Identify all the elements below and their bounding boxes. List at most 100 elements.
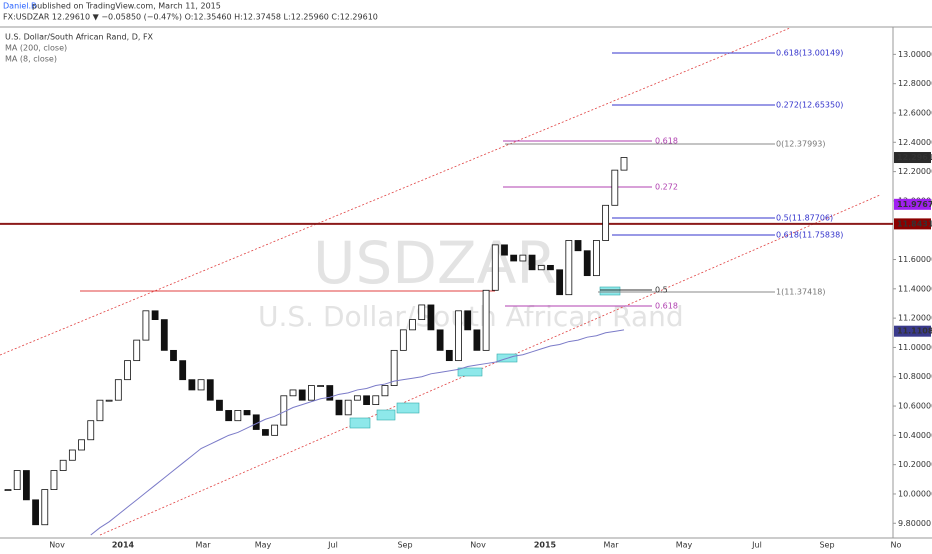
candle (381, 385, 389, 397)
candle (445, 349, 453, 362)
candle (326, 385, 334, 401)
candle (399, 329, 407, 351)
candle (32, 499, 39, 526)
x-tick-label: No (891, 541, 902, 550)
fib-label: 0.618(13.00149) (776, 49, 843, 58)
candle (234, 410, 242, 422)
candle (50, 470, 58, 490)
candle (620, 157, 628, 171)
y-tick-label: 10.40000 (898, 431, 932, 440)
price-label: 11.11089 (897, 327, 932, 336)
candle (418, 304, 426, 320)
fib-label: 0.272 (655, 183, 678, 192)
candle (262, 429, 269, 436)
channel (0, 27, 881, 536)
candle (13, 470, 21, 490)
y-tick-label: 10.80000 (898, 372, 932, 381)
y-tick-label: 10.60000 (898, 402, 932, 411)
fib-label: 1(11.37418) (776, 288, 826, 297)
quote: FX:USDZAR 12.29610 ▼ −0.05850 (−0.47%) O… (3, 13, 378, 22)
candle (188, 379, 196, 391)
x-tick-label: Mar (603, 541, 619, 550)
fib-label: 0.5 (655, 286, 668, 295)
y-tick-label: 11.00000 (898, 343, 932, 352)
y-tick-label: 10.20000 (898, 460, 932, 469)
candle (317, 385, 324, 387)
x-tick-label: Jul (751, 541, 762, 550)
candle (528, 254, 536, 271)
candle (170, 349, 177, 362)
candle (179, 360, 187, 381)
candle (363, 395, 370, 405)
candle (427, 304, 435, 331)
channel-lower (99, 194, 881, 536)
price-label-box (894, 325, 931, 337)
candle (216, 399, 223, 411)
x-tick-label: Sep (819, 541, 834, 550)
y-tick-label: 12.20000 (898, 167, 932, 176)
candle (197, 379, 205, 391)
x-tick-label: May (676, 541, 693, 550)
candle (574, 240, 582, 252)
x-tick-label: Mar (195, 541, 211, 550)
marker-box (396, 402, 420, 414)
price-label-box (894, 152, 931, 164)
candle (473, 329, 481, 351)
candle (22, 470, 30, 501)
x-tick-label: 2014 (112, 541, 135, 550)
candle (556, 269, 564, 296)
x-tick-label: May (255, 541, 272, 550)
candle (142, 310, 150, 341)
fib-levels: 0.618(13.00149) 0.272(12.65350) 0(12.379… (503, 49, 843, 311)
fib-label: 0.5(11.87706) (776, 214, 833, 223)
candle (114, 379, 122, 401)
price-label: 11.97673 (897, 200, 932, 209)
x-tick-label: Nov (49, 541, 65, 550)
fib-label: 0.272(12.65350) (776, 101, 843, 110)
candle (308, 385, 315, 401)
candle (482, 289, 490, 351)
x-tick-label: Jul (327, 541, 338, 550)
candle (519, 254, 527, 262)
watermark-symbol: USDZAR (313, 229, 557, 297)
candle (298, 389, 306, 401)
marker-box (457, 367, 483, 377)
fib-label: 0.618 (655, 137, 678, 146)
candle (372, 395, 380, 405)
x-tick-label: Sep (397, 541, 412, 550)
y-tick-label: 12.80000 (898, 79, 932, 88)
candle (583, 250, 591, 277)
author[interactable]: Daniel.B (3, 2, 37, 11)
candle (78, 439, 85, 451)
x-tick-label: 2015 (534, 541, 557, 550)
candle (289, 389, 297, 397)
candle (390, 349, 398, 386)
fib-label: 0(12.37993) (776, 140, 826, 149)
price-label: 11.84313 (897, 219, 932, 228)
candle (133, 339, 141, 362)
fib-label: 0.618(11.75838) (776, 231, 843, 240)
fib-label: 0.618 (655, 302, 678, 311)
candle (464, 310, 472, 331)
candle (124, 360, 131, 381)
price-label-box (894, 218, 931, 230)
candle (510, 254, 518, 262)
marker-box (376, 409, 396, 421)
candle (160, 319, 168, 351)
candle (409, 319, 416, 331)
candle (491, 244, 499, 291)
y-tick-label: 11.40000 (898, 284, 932, 293)
candle (271, 424, 279, 436)
y-tick-label: 9.80000 (898, 519, 931, 528)
symbol-info: U.S. Dollar/South African Rand, D, FX (5, 33, 154, 42)
candle (353, 395, 361, 401)
y-tick-label: 11.20000 (898, 314, 932, 323)
ma-line (90, 329, 625, 536)
candle (344, 399, 352, 416)
legend-ma8: MA (8, close) (5, 55, 57, 64)
candle (206, 379, 214, 401)
published: published on TradingView.com, March 11, … (32, 2, 221, 11)
y-tick-label: 11.60000 (898, 255, 932, 264)
candle (547, 264, 554, 271)
